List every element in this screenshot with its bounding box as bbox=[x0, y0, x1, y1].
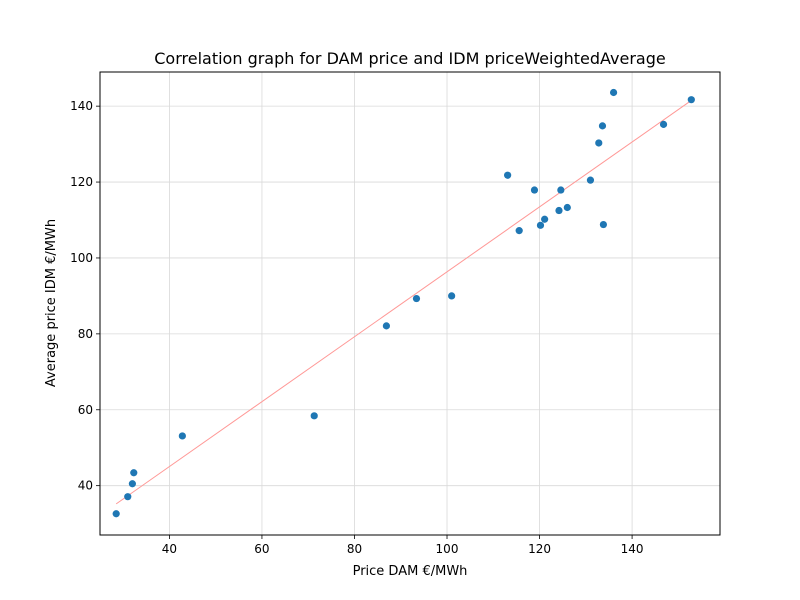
data-points bbox=[112, 88, 695, 518]
data-point bbox=[555, 206, 563, 215]
data-point bbox=[609, 88, 618, 97]
data-point bbox=[536, 221, 545, 229]
y-axis-label: Average price IDM €/MWh bbox=[44, 219, 59, 387]
data-point bbox=[530, 186, 539, 194]
trendline bbox=[115, 100, 692, 505]
data-point bbox=[687, 96, 695, 104]
data-point bbox=[128, 480, 136, 488]
data-point bbox=[178, 432, 186, 440]
x-tick-label: 120 bbox=[528, 542, 551, 556]
data-point bbox=[112, 510, 120, 518]
data-point bbox=[448, 292, 456, 300]
data-point bbox=[310, 412, 318, 420]
y-tick-label: 60 bbox=[78, 403, 93, 417]
grid-lines bbox=[100, 72, 720, 535]
data-point bbox=[504, 171, 512, 179]
x-tick-label: 80 bbox=[347, 542, 362, 556]
x-tick-label: 100 bbox=[436, 542, 459, 556]
data-point bbox=[659, 120, 668, 128]
data-point bbox=[557, 186, 565, 194]
y-tick-label: 140 bbox=[70, 99, 93, 113]
data-point bbox=[563, 203, 571, 212]
y-tick-label: 100 bbox=[70, 251, 93, 265]
data-point bbox=[130, 469, 138, 477]
data-point bbox=[412, 294, 421, 303]
plot-frame bbox=[99, 71, 721, 536]
x-axis-ticks: 40 60 80 100 120 140 bbox=[162, 535, 644, 556]
data-point bbox=[382, 322, 391, 330]
y-tick-label: 40 bbox=[78, 479, 93, 493]
y-tick-label: 80 bbox=[78, 327, 93, 341]
data-point bbox=[595, 139, 603, 147]
x-tick-label: 140 bbox=[621, 542, 644, 556]
x-axis-label: Price DAM €/MWh bbox=[353, 564, 468, 579]
y-axis-ticks: 40 60 80 100 120 140 bbox=[70, 99, 100, 493]
y-tick-label: 120 bbox=[70, 175, 93, 189]
x-tick-label: 60 bbox=[254, 542, 269, 556]
data-point bbox=[599, 220, 608, 229]
data-point bbox=[515, 227, 523, 235]
trendline-layer bbox=[115, 100, 692, 505]
data-point bbox=[124, 493, 132, 501]
x-tick-label: 40 bbox=[162, 542, 177, 556]
data-point bbox=[598, 122, 607, 130]
chart-title: Correlation graph for DAM price and IDM … bbox=[154, 49, 665, 68]
data-point bbox=[586, 176, 595, 184]
data-point bbox=[541, 215, 549, 223]
